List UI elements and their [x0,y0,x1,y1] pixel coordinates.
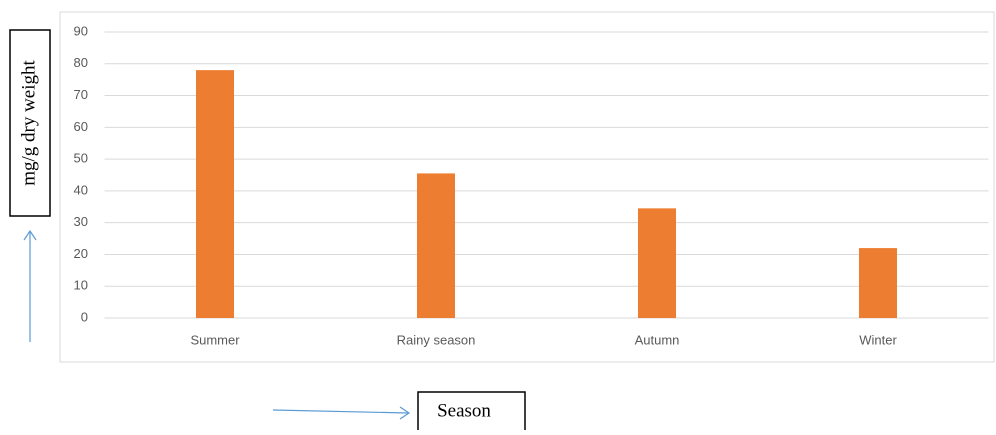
x-axis-title: Season [437,400,491,421]
y-tick-label: 90 [74,23,88,38]
x-tick-label: Winter [859,332,897,347]
y-label-box [9,29,51,217]
y-tick-label: 40 [74,182,88,197]
x-arrow-head [399,406,411,420]
y-tick-label: 20 [74,246,88,261]
y-tick-label: 60 [74,119,88,134]
y-arrow-head [23,229,37,241]
y-tick-label: 70 [74,87,88,102]
x-tick-label: Rainy season [397,332,476,347]
x-arrow [272,409,409,414]
y-tick-label: 0 [81,309,88,324]
x-label-box [417,391,526,435]
bar [417,173,455,318]
y-tick-label: 50 [74,151,88,166]
y-tick-label: 10 [74,278,88,293]
bar [859,248,897,318]
bar [196,70,234,318]
x-tick-label: Autumn [635,332,680,347]
y-tick-label: 80 [74,55,88,70]
bar [638,208,676,318]
y-tick-label: 30 [74,214,88,229]
x-tick-label: Summer [190,332,240,347]
y-axis-title: mg/g dry weight [18,59,39,185]
